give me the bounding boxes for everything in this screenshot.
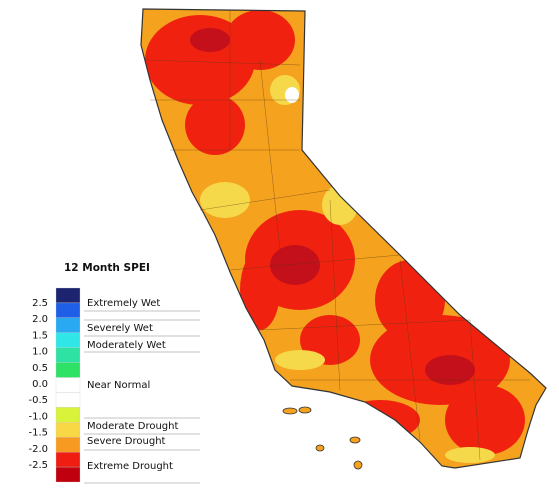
legend-swatch xyxy=(55,437,81,453)
legend-tick-label: -2.5 xyxy=(28,460,48,471)
legend-swatch xyxy=(55,422,81,438)
spei-map xyxy=(141,9,546,468)
legend-swatch xyxy=(55,302,81,318)
legend-tick-label: -2.0 xyxy=(28,444,48,455)
legend-swatch xyxy=(55,287,81,304)
legend-class-label: Moderate Drought xyxy=(87,421,178,432)
legend-tick-label: 1.0 xyxy=(32,347,48,358)
legend-class-label: Severe Drought xyxy=(87,436,166,447)
state-outline xyxy=(140,8,547,469)
legend-class-label: Severely Wet xyxy=(87,323,153,334)
legend-tick-label: 0.0 xyxy=(32,379,48,390)
islands xyxy=(282,406,363,470)
legend-class-label: Moderately Wet xyxy=(87,340,166,351)
legend-title: 12 Month SPEI xyxy=(64,262,150,274)
county-lines xyxy=(144,10,530,461)
legend-class-label: Near Normal xyxy=(87,380,150,391)
legend-swatch xyxy=(55,407,81,423)
legend-swatch xyxy=(55,347,81,363)
legend-swatch xyxy=(55,332,81,348)
legend-tick-label: -0.5 xyxy=(28,395,48,406)
legend-swatch xyxy=(55,466,81,483)
legend-swatch xyxy=(55,377,81,393)
legend-tick-label: 2.0 xyxy=(32,314,48,325)
legend: 2.5 2.0 1.5 1.0 0.5 0.0 -0.5 -1.0 -1.5 -2.0 -2.5 Ex… xyxy=(28,287,200,484)
legend-swatch xyxy=(55,392,81,408)
legend-tick-label: 0.5 xyxy=(32,363,48,374)
legend-tick-label: -1.0 xyxy=(28,411,48,422)
legend-class-label: Extreme Drought xyxy=(87,461,173,472)
legend-swatch xyxy=(55,362,81,378)
legend-tick-label: 2.5 xyxy=(32,298,48,309)
legend-tick-label: -1.5 xyxy=(28,428,48,439)
legend-class-label: Extremely Wet xyxy=(87,298,160,309)
legend-swatch xyxy=(55,317,81,333)
legend-tick-label: 1.5 xyxy=(32,330,48,341)
legend-swatch xyxy=(55,452,81,468)
